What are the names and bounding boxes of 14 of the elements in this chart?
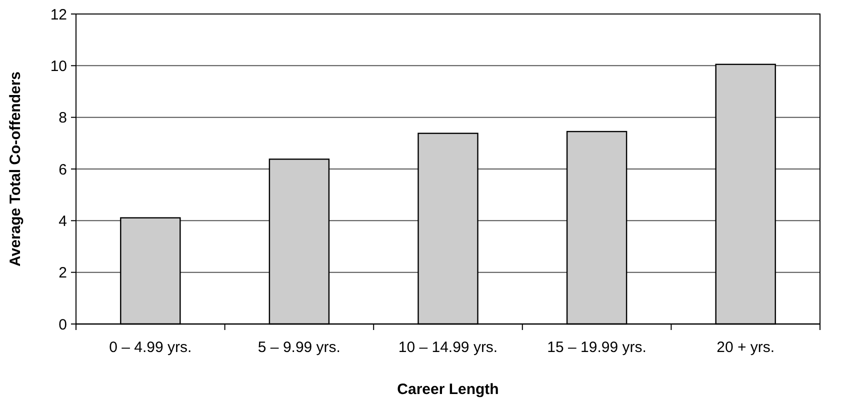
y-tick-label: 4 <box>58 212 67 230</box>
x-tick-label: 0 – 4.99 yrs. <box>109 339 192 356</box>
x-tick-label: 20 + yrs. <box>716 339 775 356</box>
y-tick-label: 2 <box>58 264 67 282</box>
x-axis-title: Career Length <box>397 381 499 398</box>
x-tick-label: 15 – 19.99 yrs. <box>547 339 646 356</box>
y-tick-label: 0 <box>58 316 67 334</box>
y-tick-label: 10 <box>50 58 67 75</box>
y-tick-label: 12 <box>50 6 67 24</box>
y-tick-label: 6 <box>58 161 67 178</box>
y-axis-title: Average Total Co-offenders <box>7 71 24 267</box>
x-tick-label: 5 – 9.99 yrs. <box>258 339 340 356</box>
y-tick-label: 8 <box>58 110 67 127</box>
x-tick-label: 10 – 14.99 yrs. <box>398 339 498 356</box>
